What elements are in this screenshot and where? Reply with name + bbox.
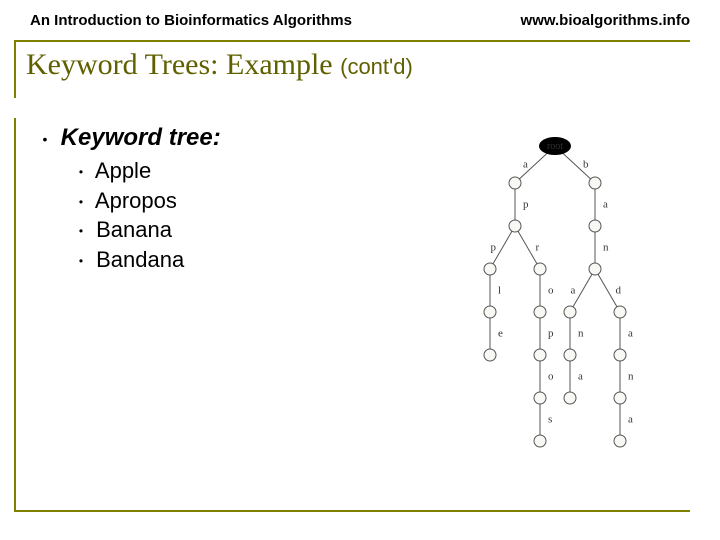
- svg-text:p: p: [491, 242, 497, 254]
- svg-text:p: p: [523, 199, 529, 211]
- svg-text:a: a: [571, 285, 576, 297]
- bullet-icon: •: [72, 223, 90, 239]
- header-left: An Introduction to Bioinformatics Algori…: [30, 12, 352, 29]
- bullet-icon: •: [72, 164, 90, 180]
- svg-text:a: a: [578, 371, 583, 383]
- list-heading-line: • Keyword tree:: [36, 124, 221, 152]
- title-main: Keyword Trees: Example: [26, 48, 333, 81]
- svg-text:d: d: [616, 285, 622, 297]
- bullet-icon: •: [36, 131, 54, 147]
- svg-text:n: n: [578, 328, 584, 340]
- slide-header: An Introduction to Bioinformatics Algori…: [30, 12, 690, 29]
- svg-text:l: l: [498, 285, 501, 297]
- list-item: • Bandana: [72, 245, 221, 275]
- bullet-icon: •: [72, 194, 90, 210]
- svg-text:r: r: [536, 242, 540, 254]
- body-area: • Keyword tree: • Apple • Apropos • Bana…: [14, 118, 690, 512]
- svg-text:n: n: [603, 242, 609, 254]
- svg-text:a: a: [628, 328, 633, 340]
- list-item-label: Apple: [95, 158, 151, 183]
- slide: An Introduction to Bioinformatics Algori…: [0, 0, 720, 540]
- header-right: www.bioalgorithms.info: [521, 12, 690, 29]
- svg-text:e: e: [498, 328, 503, 340]
- list-item: • Banana: [72, 215, 221, 245]
- bullet-icon: •: [72, 253, 90, 269]
- svg-text:a: a: [523, 159, 528, 171]
- svg-text:o: o: [548, 285, 554, 297]
- svg-text:b: b: [583, 159, 589, 171]
- svg-text:s: s: [548, 414, 552, 426]
- list-item-label: Bandana: [96, 247, 184, 272]
- list-item-label: Banana: [96, 217, 172, 242]
- list-item-label: Apropos: [95, 188, 177, 213]
- title-box: Keyword Trees: Example (cont'd): [14, 40, 690, 98]
- svg-text:root: root: [547, 141, 563, 152]
- list-heading: Keyword tree:: [61, 124, 221, 151]
- list-item: • Apropos: [72, 186, 221, 216]
- svg-text:o: o: [548, 371, 554, 383]
- slide-title: Keyword Trees: Example (cont'd): [26, 48, 413, 81]
- svg-text:n: n: [628, 371, 634, 383]
- list-item: • Apple: [72, 156, 221, 186]
- svg-text:a: a: [603, 199, 608, 211]
- svg-text:a: a: [628, 414, 633, 426]
- keyword-tree-diagram: a b p a p r n l o a d e p n a o a n s a root: [440, 118, 670, 498]
- content-list: • Keyword tree: • Apple • Apropos • Bana…: [36, 124, 221, 275]
- title-contd: (cont'd): [340, 54, 413, 79]
- svg-text:p: p: [548, 328, 554, 340]
